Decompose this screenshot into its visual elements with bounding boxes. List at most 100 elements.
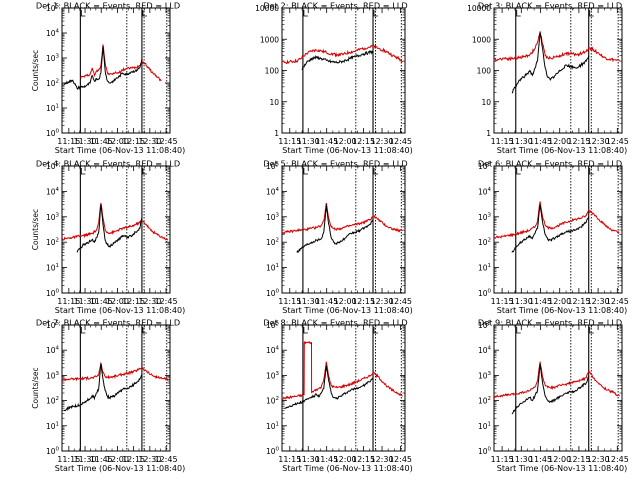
x-tick-label: 12:45 — [155, 455, 178, 464]
x-tick-label: 11:45 — [529, 455, 552, 464]
y-tick-label: 1000 — [260, 35, 279, 44]
x-tick-label: 12:00 — [106, 297, 129, 306]
chart-panel-7: 10010110210310410511:1511:3011:4512:0012… — [31, 318, 185, 474]
series-line-lld — [282, 44, 403, 65]
plot-frame — [281, 7, 406, 134]
x-axis-label: Start Time (06-Nov-13 11:08:40) — [55, 146, 185, 155]
x-tick-label: 11:30 — [74, 297, 97, 306]
chart-panel-6: 10010110210310410511:1511:3011:4512:0012… — [478, 159, 629, 316]
chart-panel-9: 10010110210310410511:1511:3011:4512:0012… — [478, 318, 629, 474]
y-tick-label: 100 — [266, 289, 280, 299]
interval-flag — [516, 168, 521, 175]
x-tick-label: 12:45 — [389, 297, 412, 306]
x-tick-label: 12:15 — [122, 297, 145, 306]
series-line-events — [76, 204, 143, 253]
y-tick-label: 102 — [266, 238, 279, 248]
x-tick-label: 12:15 — [352, 297, 375, 306]
x-tick-label: 12:30 — [371, 137, 394, 146]
x-tick-label: 11:15 — [491, 297, 514, 306]
x-tick-label: 12:00 — [548, 137, 571, 146]
y-tick-label: 10000 — [467, 4, 491, 13]
plot-frame — [493, 7, 623, 134]
y-tick-label: 102 — [46, 238, 59, 248]
series-line-events — [63, 363, 143, 412]
interval-flag — [80, 168, 86, 175]
x-tick-label: 12:30 — [138, 297, 161, 306]
y-tick-label: 100 — [265, 67, 280, 76]
x-axis-label: Start Time (06-Nov-13 11:08:40) — [55, 306, 185, 315]
chart-panel-5: 10010110210310410511:1511:3011:4512:0012… — [263, 159, 412, 316]
y-tick-label: 105 — [478, 321, 492, 331]
y-tick-label: 100 — [478, 289, 492, 299]
y-tick-label: 100 — [46, 289, 60, 299]
chart-title: Det 2: BLACK = Events, RED = LLD — [263, 1, 407, 11]
plot-frame — [281, 165, 406, 294]
x-tick-label: 11:30 — [74, 137, 97, 146]
x-tick-label: 12:00 — [548, 455, 571, 464]
y-tick-label: 101 — [266, 263, 279, 273]
x-tick-label: 11:30 — [297, 137, 320, 146]
y-tick-label: 104 — [478, 187, 492, 197]
x-tick-label: 12:45 — [389, 455, 412, 464]
y-tick-label: 1 — [274, 129, 279, 138]
y-tick-label: 105 — [266, 321, 280, 331]
x-tick-label: 12:15 — [122, 137, 145, 146]
chart-panel-3: 1 10 100 1000 10000 11:1511:3011:4512:0012:15… — [467, 1, 629, 156]
y-tick-label: 103 — [266, 212, 280, 222]
y-tick-label: 100 — [266, 447, 280, 457]
x-tick-label: 11:15 — [491, 137, 514, 146]
chart-title: Det 6: BLACK = Events, RED = LLD — [478, 159, 622, 169]
y-tick-label: 103 — [46, 212, 60, 222]
chart-title: Det 3: BLACK = Events, RED = LLD — [478, 1, 622, 11]
interval-flag — [589, 10, 594, 17]
x-tick-label: 12:15 — [122, 455, 145, 464]
x-tick-label: 11:30 — [510, 137, 533, 146]
interval-flag — [516, 327, 521, 334]
x-tick-label: 11:45 — [90, 455, 113, 464]
plot-frame — [493, 324, 623, 452]
interval-flag — [142, 10, 147, 17]
x-tick-label: 11:15 — [57, 297, 80, 306]
y-tick-label: 104 — [46, 29, 60, 39]
x-tick-label: 12:15 — [352, 455, 375, 464]
y-axis-label: Counts/sec — [31, 367, 40, 408]
y-tick-label: 102 — [478, 396, 491, 406]
x-tick-label: 12:45 — [389, 137, 412, 146]
interval-flag — [373, 327, 379, 334]
series-line-events — [296, 204, 374, 253]
y-tick-label: 101 — [478, 421, 491, 431]
y-tick-label: 102 — [46, 396, 59, 406]
chart-title: Det 8: BLACK = Events, RED = LLD — [263, 318, 407, 328]
plot-frame — [61, 7, 171, 134]
series-line-events — [511, 364, 590, 415]
x-tick-label: 12:00 — [334, 297, 357, 306]
y-axis-label: Counts/sec — [31, 50, 40, 91]
y-tick-label: 101 — [46, 263, 59, 273]
interval-flag — [373, 168, 379, 175]
y-tick-label: 104 — [46, 346, 60, 356]
interval-flag — [303, 168, 308, 175]
chart-title: Det 9: BLACK = Events, RED = LLD — [478, 318, 622, 328]
x-tick-label: 11:15 — [57, 455, 80, 464]
interval-flag — [589, 327, 594, 334]
y-tick-label: 10 — [269, 98, 279, 107]
x-tick-label: 11:15 — [278, 297, 301, 306]
series-line-events — [64, 46, 143, 90]
chart-title: Det 5: BLACK = Events, RED = LLD — [263, 159, 407, 169]
series-line-lld — [494, 361, 620, 399]
series-line-lld — [79, 44, 162, 82]
chart-panel-4: 10010110210310410511:1511:3011:4512:0012… — [31, 159, 185, 316]
series-line-events — [301, 50, 374, 70]
x-tick-label: 12:45 — [606, 137, 629, 146]
series-line-lld — [62, 202, 169, 241]
y-tick-label: 103 — [478, 371, 492, 381]
x-tick-label: 11:15 — [57, 137, 80, 146]
series-line-lld — [494, 31, 620, 63]
x-axis-label: Start Time (06-Nov-13 11:08:40) — [55, 464, 185, 473]
x-tick-label: 12:45 — [155, 297, 178, 306]
x-tick-label: 12:30 — [587, 297, 610, 306]
x-tick-label: 11:30 — [297, 297, 320, 306]
x-tick-label: 11:30 — [297, 455, 320, 464]
y-tick-label: 10000 — [255, 4, 279, 13]
